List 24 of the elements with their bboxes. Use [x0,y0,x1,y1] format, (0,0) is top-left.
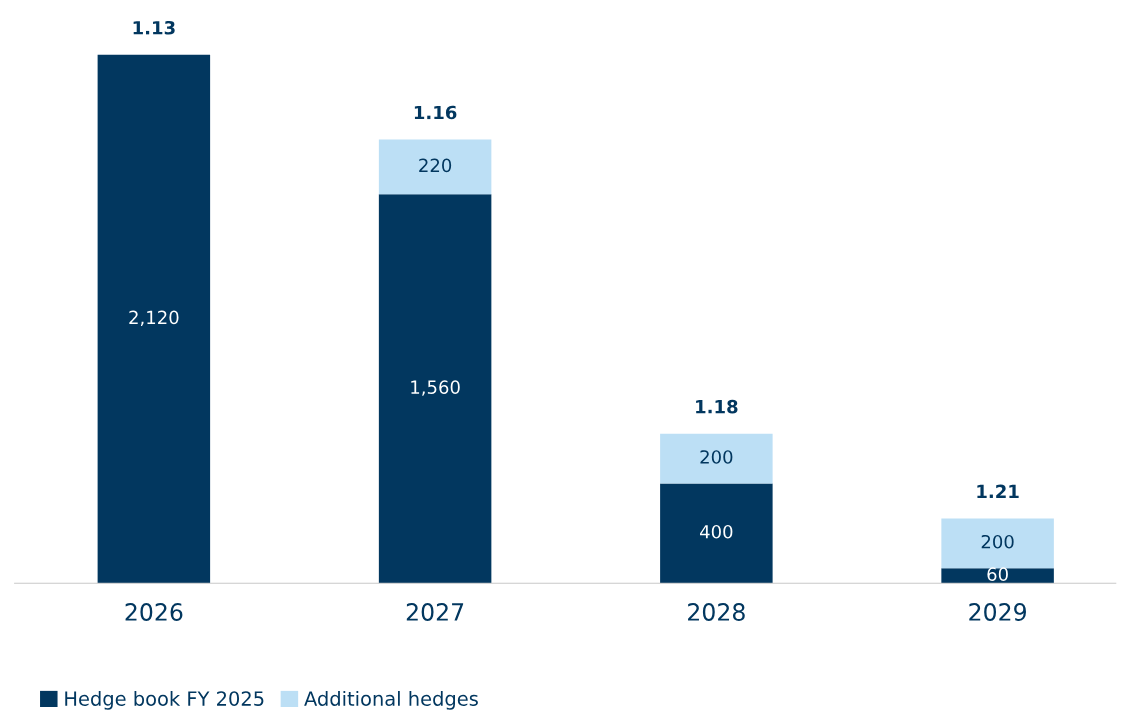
legend-label: Additional hedges [304,690,478,710]
annotation: 1.16 [414,105,457,120]
bar [941,518,1054,569]
x-tick-label: 2026 [125,603,183,621]
annotation: 1.18 [696,399,738,414]
data-label: 2,120 [129,310,179,327]
annotation: 1.13 [133,20,175,35]
legend-label: Hedge book FY 2025 [65,690,264,710]
data-label: 400 [700,524,733,539]
bar [97,54,211,584]
x-tick-label: 2028 [688,603,745,621]
bar [941,568,1054,584]
data-label: 200 [700,450,733,464]
x-tick-label: 2029 [969,603,1026,621]
bar [660,433,773,484]
annotation: 1.21 [977,484,1019,498]
bar [378,139,492,195]
bar [660,483,773,584]
bar [378,194,492,584]
data-label: 1,560 [411,380,460,396]
data-label: 60 [987,567,1008,581]
data-label: 220 [419,158,452,173]
x-tick-label: 2027 [406,603,464,621]
data-label: 200 [981,534,1014,549]
